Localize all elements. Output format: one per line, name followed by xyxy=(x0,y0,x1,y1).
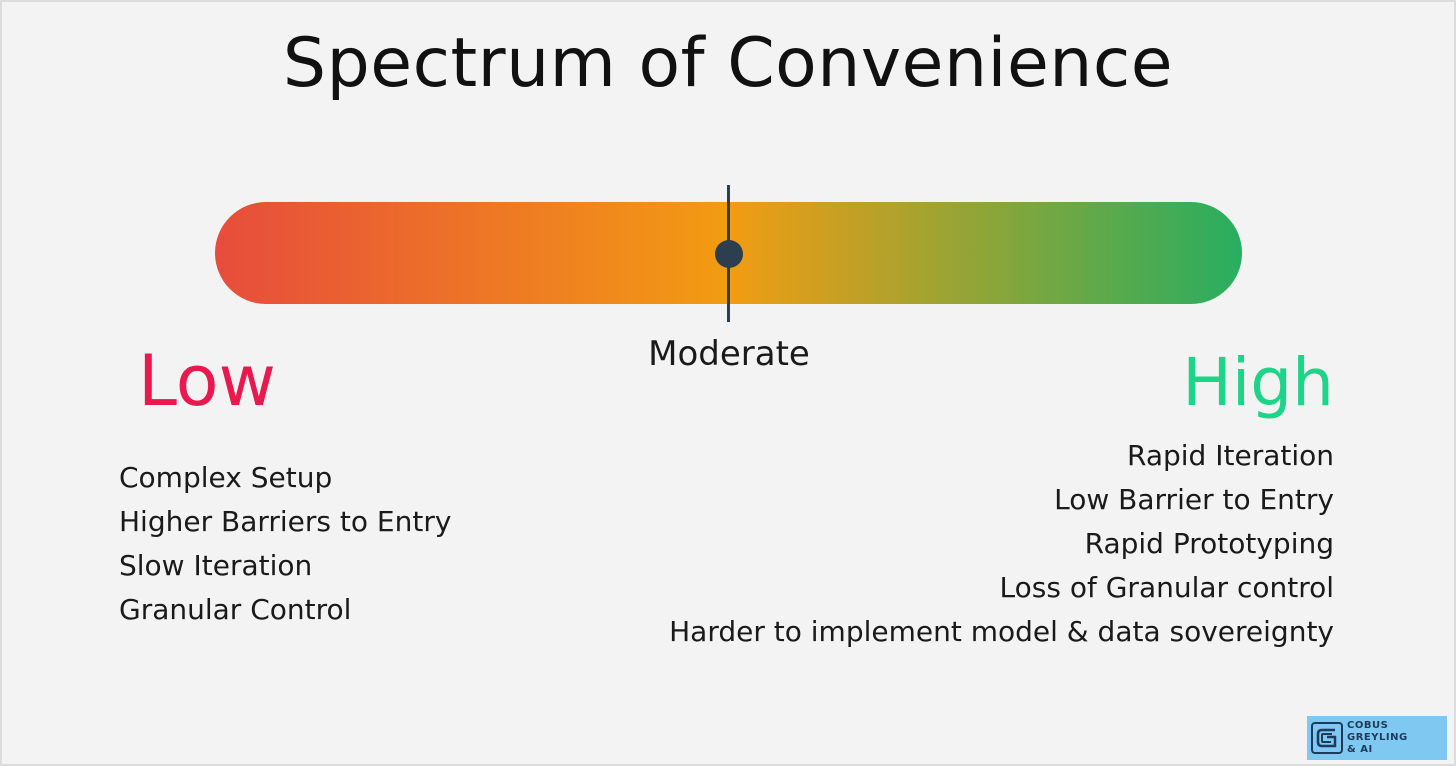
high-characteristics-list: Rapid Iteration Low Barrier to Entry Rap… xyxy=(669,434,1334,654)
low-item-granular-control: Granular Control xyxy=(119,593,352,626)
low-characteristics-list: Complex Setup Higher Barriers to Entry S… xyxy=(119,456,451,632)
moderate-label: Moderate xyxy=(648,334,810,374)
high-label: High xyxy=(1182,344,1334,421)
brand-name-line2: & AI xyxy=(1347,744,1373,755)
low-item-slow-iteration: Slow Iteration xyxy=(119,549,313,582)
high-item-loss-of-control: Loss of Granular control xyxy=(999,571,1334,604)
brand-logo-text: COBUS GREYLING & AI xyxy=(1347,720,1447,756)
cg-logo-icon xyxy=(1311,722,1343,754)
brand-name-line1: COBUS GREYLING xyxy=(1347,720,1408,743)
low-item-complex-setup: Complex Setup xyxy=(119,461,333,494)
low-label: Low xyxy=(138,340,276,422)
high-item-rapid-prototyping: Rapid Prototyping xyxy=(1084,527,1334,560)
spectrum-marker-dot xyxy=(714,240,743,268)
high-item-rapid-iteration: Rapid Iteration xyxy=(1127,439,1334,472)
high-item-sovereignty: Harder to implement model & data soverei… xyxy=(669,615,1334,648)
brand-logo: COBUS GREYLING & AI xyxy=(1307,716,1447,760)
low-item-higher-barriers: Higher Barriers to Entry xyxy=(119,505,452,538)
page-title: Spectrum of Convenience xyxy=(282,24,1174,103)
high-item-low-barrier: Low Barrier to Entry xyxy=(1054,483,1334,516)
